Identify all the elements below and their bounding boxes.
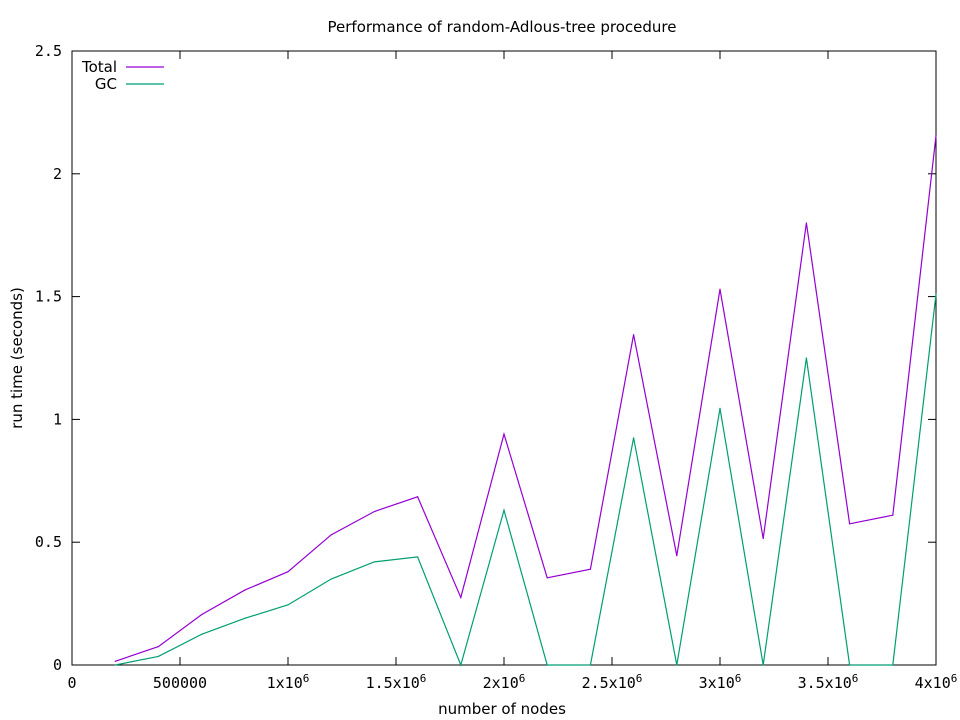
- x-tick-label: 2x106: [483, 672, 526, 692]
- x-tick-label: 500000: [153, 674, 207, 692]
- data-point-gc: [287, 604, 289, 606]
- y-tick-label: 2.5: [35, 42, 62, 60]
- data-point-total: [201, 614, 203, 616]
- data-point-total: [287, 571, 289, 573]
- data-point-total: [244, 589, 246, 591]
- y-tick-label: 0.5: [35, 533, 62, 551]
- x-tick-label: 3x106: [699, 672, 742, 692]
- x-tick-label: 4x106: [915, 672, 958, 692]
- data-point-total: [330, 534, 332, 536]
- data-point-gc: [546, 664, 548, 666]
- data-point-gc: [157, 655, 159, 658]
- data-point-gc: [589, 664, 592, 666]
- data-point-gc: [373, 561, 375, 563]
- data-point-gc: [503, 509, 505, 511]
- data-point-total: [373, 510, 375, 513]
- series-lines: [114, 135, 937, 667]
- data-point-gc: [849, 664, 851, 666]
- data-point-gc: [114, 664, 116, 666]
- data-point-total: [417, 496, 419, 498]
- data-point-total: [114, 660, 116, 662]
- y-tick-label: 1: [53, 410, 62, 428]
- data-point-gc: [633, 437, 635, 439]
- x-tick-label: 1.5x106: [366, 672, 427, 692]
- y-tick-label: 1.5: [35, 288, 62, 306]
- legend-label: Total: [81, 58, 117, 76]
- data-point-gc: [762, 664, 764, 666]
- data-point-total: [762, 537, 764, 540]
- data-point-gc: [805, 357, 808, 359]
- data-point-total: [633, 334, 635, 336]
- chart-title: Performance of random-Adlous-tree proced…: [328, 18, 677, 36]
- data-point-total: [589, 568, 592, 570]
- data-point-total: [935, 135, 937, 137]
- data-point-total: [892, 514, 894, 516]
- x-tick-label: 3.5x106: [798, 672, 859, 692]
- data-point-gc: [935, 293, 937, 295]
- data-point-gc: [892, 664, 894, 666]
- data-point-gc: [676, 664, 678, 666]
- x-tick-label: 0: [67, 674, 76, 692]
- x-tick-label: 2.5x106: [582, 672, 643, 692]
- data-point-total: [460, 596, 462, 599]
- data-point-total: [849, 523, 851, 525]
- data-point-gc: [719, 407, 721, 409]
- series-line-total: [115, 135, 937, 662]
- data-point-total: [546, 577, 548, 579]
- data-point-gc: [460, 664, 462, 666]
- x-axis-label: number of nodes: [438, 700, 566, 718]
- data-point-total: [676, 555, 678, 557]
- axis-ticks: 0 0.5 1 1.5 2 2.5 0 500000 1x106 1.5x106 2x106 2.5x…: [35, 42, 957, 692]
- series-line-gc: [115, 294, 937, 667]
- y-axis-label: run time (seconds): [8, 287, 26, 429]
- data-point-gc: [417, 556, 419, 558]
- data-point-total: [157, 645, 159, 648]
- data-point-gc: [201, 633, 203, 635]
- legend-label: GC: [95, 75, 117, 93]
- data-point-total: [805, 222, 808, 224]
- data-point-total: [503, 433, 505, 435]
- y-tick-label: 0: [53, 656, 62, 674]
- data-point-gc: [244, 617, 246, 619]
- data-point-total: [719, 288, 721, 290]
- y-tick-label: 2: [53, 165, 62, 183]
- x-tick-label: 1x106: [267, 672, 310, 692]
- data-point-gc: [330, 578, 332, 580]
